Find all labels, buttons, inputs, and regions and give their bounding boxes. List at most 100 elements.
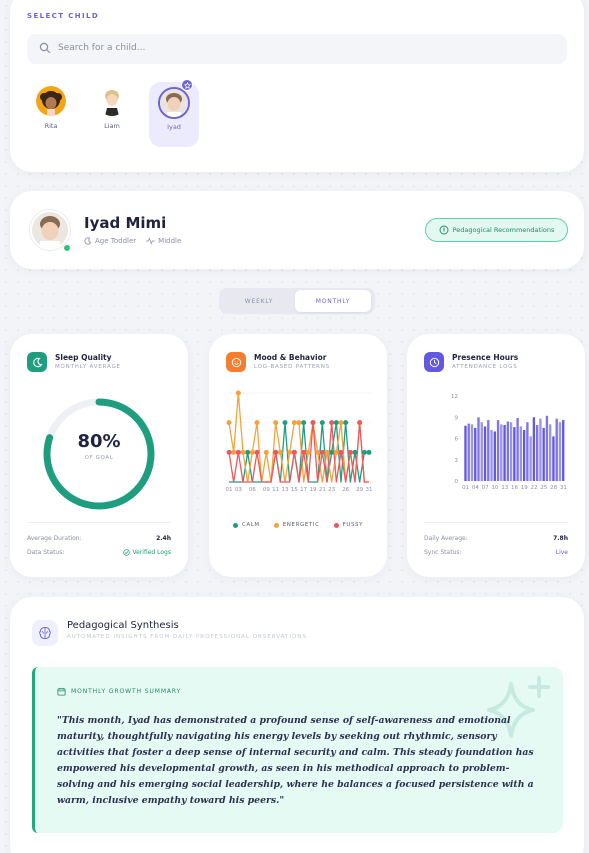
- activity-icon: [146, 237, 156, 245]
- y-tick-label: 12: [451, 394, 458, 400]
- x-tick-label: 06: [249, 487, 256, 493]
- search-icon: [39, 42, 51, 54]
- avatar: [158, 87, 190, 119]
- data-point: [226, 449, 232, 455]
- y-tick-label: 9: [455, 415, 459, 421]
- bar: [516, 417, 519, 481]
- x-tick-label: 13: [282, 487, 289, 493]
- stat-value: 7.8h: [553, 535, 568, 542]
- data-point: [333, 449, 339, 455]
- child-card-iyad[interactable]: Iyad: [149, 79, 199, 147]
- brain-icon: [32, 620, 58, 646]
- data-point: [352, 449, 358, 455]
- stat-value: Verified Logs: [132, 549, 172, 556]
- data-point: [338, 420, 344, 426]
- sleep-quality-card: Sleep Quality MONTHLY AVERAGE 80% OF GOA…: [10, 334, 188, 577]
- stat-value: Live: [555, 549, 568, 556]
- bar: [558, 422, 562, 481]
- avatar: [97, 86, 127, 116]
- data-point: [338, 449, 344, 455]
- select-child-label: SELECT CHILD: [27, 12, 100, 20]
- bar: [535, 425, 539, 481]
- data-point: [291, 449, 297, 455]
- child-card-rita[interactable]: Rita: [26, 81, 76, 146]
- synthesis-title: Pedagogical Synthesis: [67, 620, 179, 631]
- monthly-summary-box: MONTHLY GROWTH SUMMARY "This month, Iyad…: [32, 667, 563, 833]
- data-point: [324, 449, 330, 455]
- synthesis-subtitle: AUTOMATED INSIGHTS FROM DAILY PROFESSION…: [67, 634, 307, 640]
- bar: [545, 415, 549, 481]
- x-tick-label: 17: [300, 487, 307, 493]
- child-name: Rita: [44, 122, 58, 130]
- mood-behavior-card: Mood & Behavior LOG-BASED PATTERNS 01 03 0…: [209, 334, 387, 577]
- sleep-gauge: [43, 398, 155, 510]
- bar: [464, 425, 467, 481]
- level-tag: Middle: [146, 237, 181, 245]
- bar: [490, 430, 493, 481]
- verified-badge: Verified Logs: [122, 549, 172, 556]
- summary-label-text: MONTHLY GROWTH SUMMARY: [71, 688, 182, 695]
- legend-item-calm: CALM: [232, 522, 260, 528]
- sleep-percent: 80%: [77, 431, 121, 452]
- bar: [526, 422, 529, 481]
- data-point: [245, 449, 251, 455]
- data-point: [305, 449, 311, 455]
- child-search-input[interactable]: Search for a child...: [27, 34, 567, 64]
- bar: [500, 424, 503, 481]
- age-group-label: Age Toddler: [95, 237, 137, 245]
- bar: [555, 418, 558, 481]
- y-tick-label: 3: [455, 458, 459, 464]
- x-tick-label: 03: [235, 487, 242, 493]
- clock-icon: [424, 352, 444, 372]
- pedagogical-recommendations-button[interactable]: Pedagogical Recommendations: [425, 218, 568, 242]
- x-tick-label: 31: [366, 487, 373, 493]
- data-point: [301, 449, 307, 455]
- data-point: [347, 449, 353, 455]
- card-subtitle: MONTHLY AVERAGE: [55, 364, 121, 370]
- presence-hours-card: Presence Hours ATTENDANCE LOGS 0 3 6 9 12 01 0…: [407, 334, 585, 577]
- child-card-liam[interactable]: Liam: [87, 81, 137, 146]
- presence-bar-chart: 0 3 6 9 12 01 04 07 10 13 16 19 22 25 28 31: [451, 394, 567, 491]
- card-subtitle: LOG-BASED PATTERNS: [254, 364, 330, 370]
- check-circle-icon: [122, 549, 130, 556]
- legend-label: FUSSY: [342, 522, 364, 528]
- summary-text: "This month, Iyad has demonstrated a pro…: [57, 715, 534, 806]
- child-full-name: Iyad Mimi: [84, 214, 167, 232]
- y-tick-label: 0: [455, 479, 459, 485]
- x-tick-label: 11: [272, 487, 279, 493]
- x-tick-label: 21: [319, 487, 326, 493]
- child-meta: Age Toddler Middle: [84, 237, 181, 245]
- bar: [539, 418, 542, 481]
- x-tick-label: 04: [472, 485, 479, 491]
- stat-value: 2.4h: [156, 535, 171, 542]
- bar: [467, 423, 470, 481]
- x-tick-label: 29: [356, 487, 363, 493]
- gauge-caption: OF GOAL: [84, 455, 114, 461]
- bar: [552, 436, 555, 481]
- bar: [542, 427, 545, 481]
- card-title: Presence Hours: [452, 353, 519, 362]
- recommendations-label: Pedagogical Recommendations: [452, 226, 555, 234]
- x-tick-label: 07: [482, 485, 489, 491]
- x-tick-label: 26: [342, 487, 349, 493]
- bar: [562, 420, 565, 481]
- tab-weekly[interactable]: WEEKLY: [244, 297, 274, 305]
- data-point: [277, 449, 283, 455]
- tab-monthly[interactable]: MONTHLY: [295, 290, 371, 312]
- legend-item-energetic: ENERGETIC: [273, 522, 320, 528]
- level-label: Middle: [158, 237, 182, 245]
- data-point: [291, 420, 297, 426]
- bar: [483, 426, 487, 481]
- x-tick-label: 16: [511, 485, 518, 491]
- mood-legend: CALM ENERGETIC FUSSY: [209, 522, 387, 528]
- x-tick-label: 19: [310, 487, 317, 493]
- x-tick-label: 25: [540, 485, 547, 491]
- stat-daily-average: Daily Average: 7.8h: [424, 535, 568, 542]
- moon-icon: [27, 352, 47, 372]
- data-point: [301, 420, 307, 426]
- age-group-tag: Age Toddler: [84, 237, 136, 245]
- bar: [549, 424, 552, 481]
- summary-label: MONTHLY GROWTH SUMMARY: [57, 687, 181, 696]
- x-tick-label: 10: [491, 485, 498, 491]
- x-tick-label: 13: [501, 485, 508, 491]
